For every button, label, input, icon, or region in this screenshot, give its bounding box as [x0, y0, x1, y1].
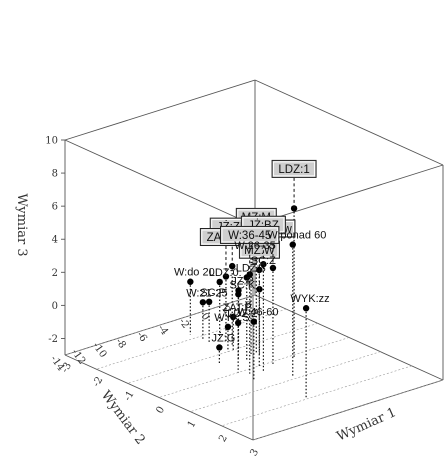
floor-grid-line [252, 379, 444, 441]
floor-grid-line [127, 323, 318, 384]
drop-lines [189, 208, 307, 400]
data-point [216, 278, 223, 286]
data-point [224, 323, 232, 331]
point-label: W:ponad 60 [267, 230, 326, 242]
point-label: SC:Z [251, 255, 276, 267]
point-label: LDZ:2 [227, 308, 257, 320]
label-box-inner [221, 227, 278, 243]
y-tick-label: -8 [113, 336, 128, 350]
y-tick-label: -6 [134, 330, 149, 344]
z-tick-label: 4 [52, 235, 58, 246]
point-label: W:46-60 [237, 307, 278, 319]
y-tick-label: 0 [198, 311, 211, 323]
point-label: LDZ:0 [209, 267, 239, 279]
data-point [302, 305, 310, 312]
point-label: WYK:S [214, 312, 249, 324]
box-edge [64, 139, 254, 226]
x-tick-label: -3 [60, 361, 74, 375]
y-tick-label: -10 [90, 340, 108, 360]
x-tick-label: 2 [217, 433, 230, 444]
data-point [243, 274, 250, 281]
x-tick-label: 3 [248, 447, 261, 458]
box-edge [254, 79, 444, 166]
point-label: ZAT:P [223, 302, 252, 314]
point-labels: LDZ:1MZ:MJŻ:ZPZAT:NPMZ:WWYK:wJŻ:BZW:36-4… [174, 159, 330, 344]
z-tick-label: 6 [52, 202, 58, 213]
point-label: SC:K [229, 279, 255, 291]
x-tick-label: 0 [154, 405, 167, 416]
floor-grid-line [190, 351, 381, 412]
z-tick-label: 10 [45, 136, 58, 147]
box-edge [64, 79, 256, 141]
data-point [187, 278, 194, 285]
data-point [199, 299, 207, 306]
y-tick-label: -4 [155, 323, 170, 337]
label-box-inner [273, 161, 316, 177]
point-label: LDZ:3 [236, 262, 266, 274]
floor-grid-line [158, 337, 350, 398]
point-label: SC:P [200, 287, 226, 299]
point-label: JŻ:G [211, 331, 235, 344]
data-point [235, 291, 242, 298]
z-tick-label: 8 [52, 169, 58, 180]
floor-grid-line [221, 365, 412, 427]
point-label: LDZ:1 [278, 164, 309, 176]
point-label: W:do 20 [174, 267, 215, 279]
point-label: W:26-35 [234, 240, 275, 252]
data-point [250, 318, 258, 325]
z-tick-label: -2 [48, 334, 58, 345]
z-tick-label: 2 [52, 268, 58, 279]
box-edge [252, 164, 444, 226]
x-tick-label: -1 [122, 389, 136, 403]
data-point [216, 344, 223, 351]
floor-grid-line [64, 294, 256, 356]
y-tick-label: -2 [176, 316, 191, 330]
data-point [234, 319, 242, 327]
z-axis-title: Wymiar 3 [14, 193, 29, 256]
label-box [271, 159, 317, 178]
point-label: WYK:zz [291, 293, 330, 305]
data-point [230, 313, 237, 321]
data-point [205, 298, 213, 306]
point-label: W:36-45 [228, 230, 271, 242]
x-tick-label: 1 [186, 419, 199, 430]
point-label: JŻ:P [231, 274, 254, 287]
x-tick-label: -2 [91, 375, 105, 389]
y-tick-label: 4 [241, 298, 254, 310]
label-box [220, 225, 280, 244]
point-label: MZ:W [244, 245, 275, 257]
y-tick-label: 2 [220, 304, 233, 316]
z-tick-label: 0 [52, 301, 58, 312]
data-point [289, 241, 296, 248]
box-edge [64, 354, 254, 441]
point-label: W:21-25 [186, 287, 227, 299]
